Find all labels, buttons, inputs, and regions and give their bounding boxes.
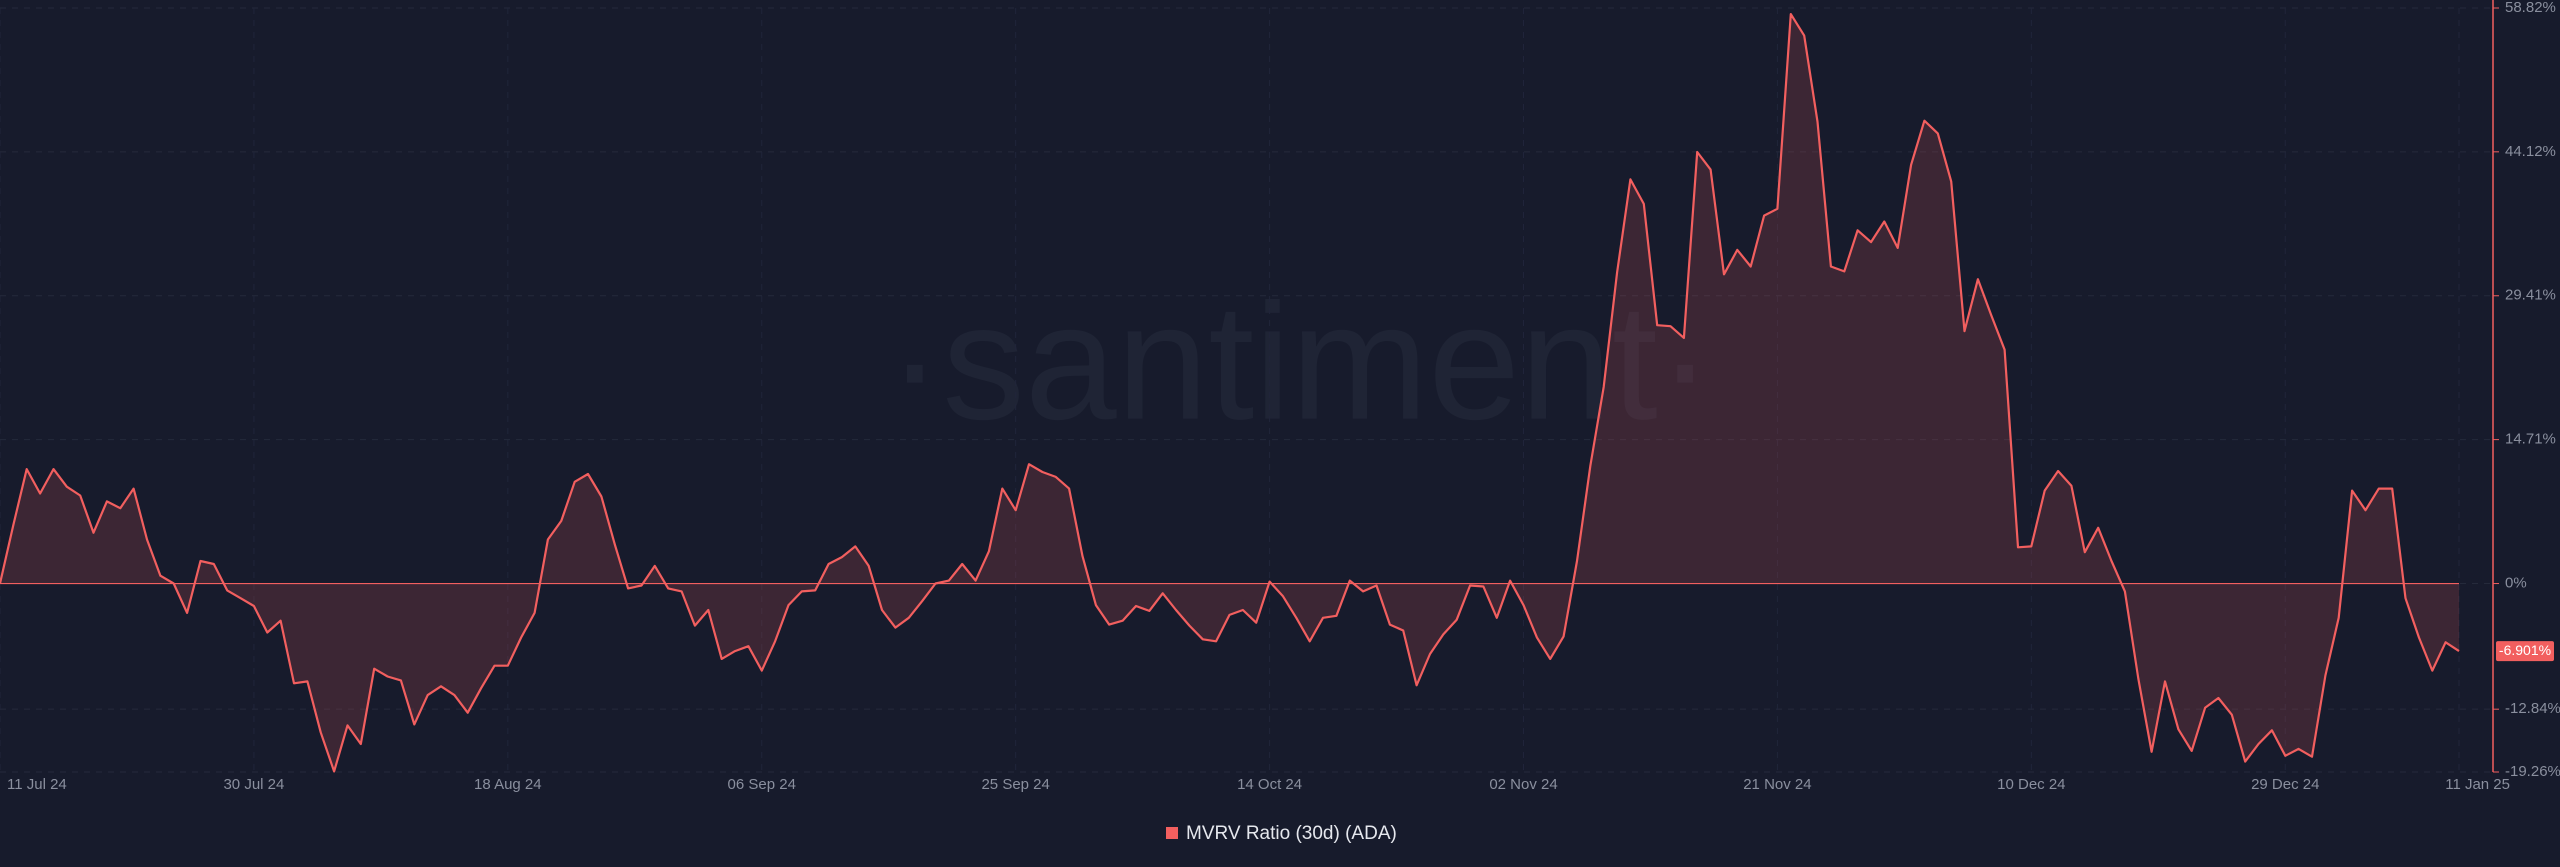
value-label: -6.901%	[2499, 642, 2551, 658]
y-tick-label: -12.84%	[2505, 700, 2560, 717]
legend-swatch	[1166, 827, 1178, 839]
watermark: ·santiment·	[887, 270, 1712, 454]
x-tick-label: 14 Oct 24	[1237, 776, 1302, 793]
x-tick-label: 30 Jul 24	[223, 776, 284, 793]
area	[0, 14, 2459, 772]
x-tick-label: 25 Sep 24	[981, 776, 1049, 793]
x-tick-label: 06 Sep 24	[728, 776, 796, 793]
y-tick-label: 44.12%	[2505, 143, 2556, 160]
y-tick-label: 0%	[2505, 575, 2527, 592]
x-tick-label: 18 Aug 24	[474, 776, 542, 793]
x-tick-label: 29 Dec 24	[2251, 776, 2319, 793]
x-tick-label: 21 Nov 24	[1743, 776, 1811, 793]
value-label-box	[2496, 641, 2554, 662]
y-tick-label: 29.41%	[2505, 287, 2556, 304]
x-tick-label: 02 Nov 24	[1489, 776, 1557, 793]
x-tick-label: 10 Dec 24	[1997, 776, 2065, 793]
y-tick-label: 58.82%	[2505, 0, 2556, 16]
line	[0, 13, 2460, 773]
x-tick-label: 11 Jul 24	[7, 776, 67, 793]
x-tick-label: 11 Jan 25	[2445, 776, 2510, 793]
legend-label: MVRV Ratio (30d) (ADA)	[1186, 823, 1397, 844]
y-tick-label: 14.71%	[2505, 431, 2556, 448]
y-tick-label: -19.26%	[2505, 763, 2560, 780]
